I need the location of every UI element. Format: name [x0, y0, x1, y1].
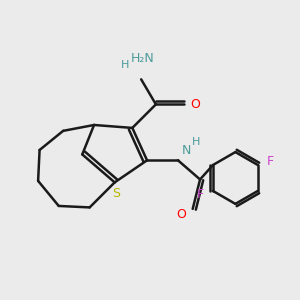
Text: S: S [112, 187, 120, 200]
Text: H: H [121, 60, 129, 70]
Text: F: F [197, 188, 204, 201]
Text: H: H [192, 137, 200, 147]
Text: O: O [190, 98, 200, 111]
Text: O: O [177, 208, 186, 221]
Text: H₂N: H₂N [131, 52, 154, 64]
Text: F: F [267, 155, 274, 168]
Text: N: N [182, 144, 191, 158]
